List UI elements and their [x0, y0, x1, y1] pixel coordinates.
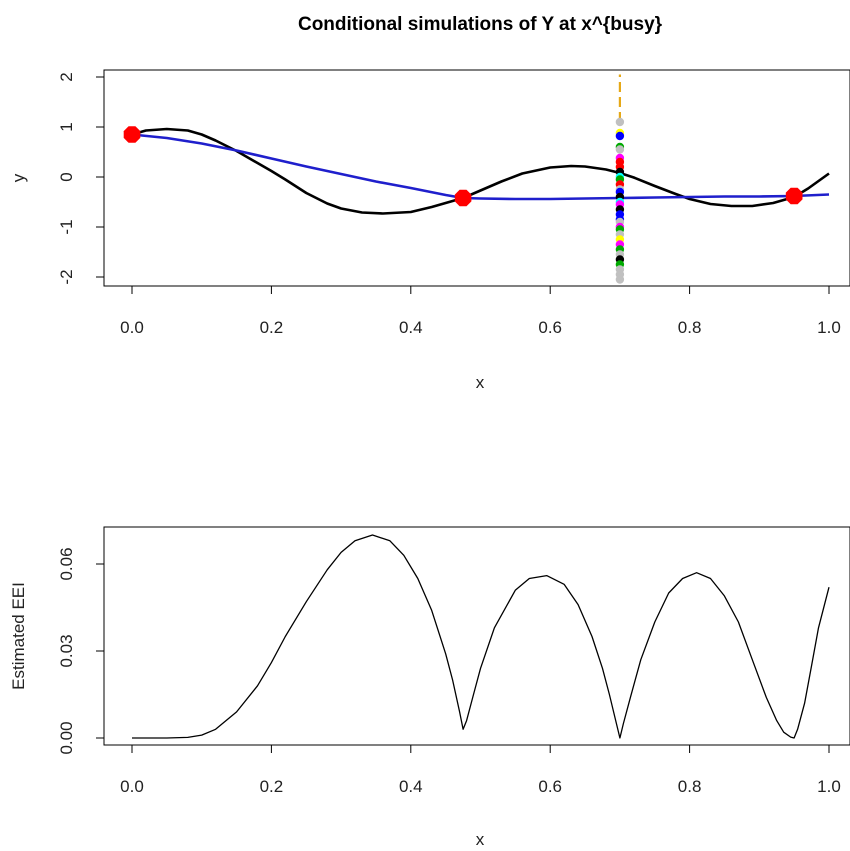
- x-axis: 0.0 0.2 0.4 0.6 0.8 1.0: [120, 285, 841, 337]
- x-tick-label: 0.0: [120, 777, 144, 796]
- y-axis: 0.00 0.03 0.06: [57, 547, 105, 755]
- simulation-point: [615, 145, 625, 154]
- y-axis-label: y: [9, 173, 28, 182]
- y-tick-label: 0.06: [57, 547, 76, 580]
- x-tick-label: 0.2: [260, 318, 284, 337]
- simulations-panel: Conditional simulations of Y at x^{busy}…: [9, 14, 850, 392]
- x-tick-label: 1.0: [817, 777, 841, 796]
- plot-area: [123, 74, 830, 284]
- series-line: [131, 133, 830, 201]
- y-tick-label: 0: [57, 172, 76, 181]
- x-tick-label: 0.4: [399, 777, 423, 796]
- series-line: [131, 127, 830, 215]
- x-tick-label: 0.4: [399, 318, 423, 337]
- y-tick-label: 0.00: [57, 721, 76, 754]
- observation-point: [454, 189, 472, 207]
- eei-panel: 0.0 0.2 0.4 0.6 0.8 1.0 0.00 0.03 0.06 x Estima…: [9, 526, 850, 849]
- simulation-point: [615, 131, 625, 141]
- x-tick-label: 0.8: [678, 318, 702, 337]
- chart-title: Conditional simulations of Y at x^{busy}: [298, 14, 663, 35]
- x-axis-label: x: [476, 830, 485, 849]
- x-tick-label: 1.0: [817, 318, 841, 337]
- x-tick-label: 0.6: [538, 318, 562, 337]
- simulation-point: [615, 117, 625, 127]
- observation-point: [123, 126, 141, 143]
- y-tick-label: -1: [57, 219, 76, 234]
- plot-area: [132, 534, 830, 739]
- x-tick-label: 0.2: [260, 777, 284, 796]
- observation-point: [785, 187, 803, 205]
- y-tick-label: 2: [57, 72, 76, 81]
- x-tick-label: 0.0: [120, 318, 144, 337]
- series-line: [132, 534, 830, 739]
- y-tick-label: 1: [57, 122, 76, 131]
- simulation-point: [615, 275, 625, 284]
- x-tick-label: 0.8: [678, 777, 702, 796]
- x-axis-label: x: [476, 373, 485, 392]
- y-axis-label: Estimated EEI: [9, 582, 28, 690]
- plot-frame: [103, 526, 850, 746]
- y-tick-label: -2: [57, 269, 76, 284]
- plot-frame: [103, 69, 850, 287]
- y-tick-label: 0.03: [57, 634, 76, 667]
- x-axis: 0.0 0.2 0.4 0.6 0.8 1.0: [120, 744, 841, 796]
- x-tick-label: 0.6: [538, 777, 562, 796]
- y-axis: -2 -1 0 1 2: [57, 72, 105, 285]
